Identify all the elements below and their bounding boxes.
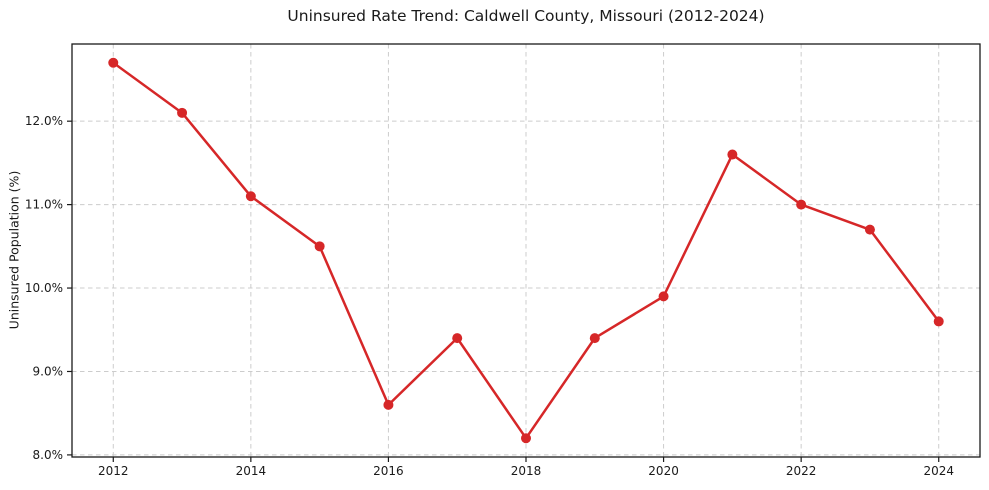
y-tick-label: 8.0%: [33, 448, 64, 462]
plot-border: [71, 43, 981, 458]
x-tick-label: 2018: [511, 464, 542, 478]
x-tick-label: 2022: [786, 464, 817, 478]
y-tick-label: 11.0%: [25, 198, 63, 212]
y-tick-label: 9.0%: [33, 364, 64, 378]
x-tick-label: 2012: [98, 464, 129, 478]
data-point-marker: [521, 433, 531, 444]
data-point-marker: [658, 291, 669, 302]
x-tick-label: 2014: [236, 464, 267, 478]
data-point-marker: [452, 333, 463, 344]
x-tick-label: 2016: [373, 464, 404, 478]
data-point-marker: [245, 191, 256, 202]
data-point-marker: [383, 399, 394, 410]
y-tick-label: 10.0%: [25, 281, 63, 295]
x-tick-label: 2024: [923, 464, 954, 478]
chart-title: Uninsured Rate Trend: Caldwell County, M…: [287, 7, 765, 25]
data-point-marker: [933, 316, 944, 327]
data-point-marker: [796, 199, 807, 210]
data-point-marker: [177, 107, 188, 118]
data-point-marker: [864, 224, 875, 235]
data-point-marker: [108, 57, 119, 68]
x-tick-label: 2020: [648, 464, 679, 478]
data-point-marker: [589, 333, 600, 344]
y-tick-label: 12.0%: [25, 114, 63, 128]
data-point-marker: [727, 149, 738, 160]
gridlines: [72, 44, 980, 457]
axis-ticks: 2012 2014 2016 2018 2020 2022 2024 8.0% 9.0% 10.0…: [25, 114, 954, 478]
data-point-marker: [314, 241, 325, 252]
